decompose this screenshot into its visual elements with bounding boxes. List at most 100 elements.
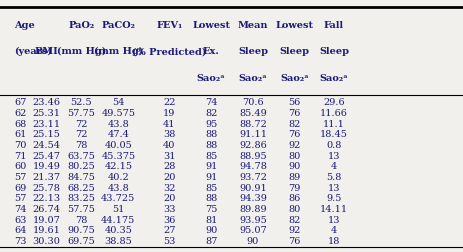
Text: 94.39: 94.39 xyxy=(238,194,266,202)
Text: 20: 20 xyxy=(163,172,175,181)
Text: 30.30: 30.30 xyxy=(32,236,60,245)
Text: 67: 67 xyxy=(14,98,26,107)
Text: 84.75: 84.75 xyxy=(67,172,95,181)
Text: 31: 31 xyxy=(163,151,175,160)
Text: 9.5: 9.5 xyxy=(325,194,341,202)
Text: PaCO₂: PaCO₂ xyxy=(101,21,135,30)
Text: 92.86: 92.86 xyxy=(238,140,266,149)
Text: (% Predicted): (% Predicted) xyxy=(132,47,206,56)
Text: 29.6: 29.6 xyxy=(323,98,344,107)
Text: 52.5: 52.5 xyxy=(70,98,92,107)
Text: 62: 62 xyxy=(14,108,26,117)
Text: 36: 36 xyxy=(163,215,175,224)
Text: 83.25: 83.25 xyxy=(67,194,95,202)
Text: 91: 91 xyxy=(205,172,217,181)
Text: (mm Hg): (mm Hg) xyxy=(94,47,143,56)
Text: 25.15: 25.15 xyxy=(32,130,60,139)
Text: 22: 22 xyxy=(163,98,175,107)
Text: 21.37: 21.37 xyxy=(32,172,60,181)
Text: 20: 20 xyxy=(163,194,175,202)
Text: 70.6: 70.6 xyxy=(242,98,263,107)
Text: 27: 27 xyxy=(163,225,175,234)
Text: 90: 90 xyxy=(205,225,217,234)
Text: Sleep: Sleep xyxy=(319,47,348,56)
Text: 94.78: 94.78 xyxy=(238,162,266,171)
Text: 76: 76 xyxy=(288,108,300,117)
Text: 4: 4 xyxy=(330,162,337,171)
Text: 68.25: 68.25 xyxy=(67,183,95,192)
Text: 26.74: 26.74 xyxy=(32,204,60,213)
Text: PaO₂: PaO₂ xyxy=(68,21,94,30)
Text: Lowest: Lowest xyxy=(192,21,230,30)
Text: 73: 73 xyxy=(14,236,26,245)
Text: 85.49: 85.49 xyxy=(238,108,266,117)
Text: FEV₁: FEV₁ xyxy=(156,21,182,30)
Text: 0.8: 0.8 xyxy=(325,140,341,149)
Text: Sao₂ᵃ: Sao₂ᵃ xyxy=(319,73,348,82)
Text: 88: 88 xyxy=(205,140,217,149)
Text: 88.95: 88.95 xyxy=(238,151,266,160)
Text: 57.75: 57.75 xyxy=(67,108,95,117)
Text: 13: 13 xyxy=(327,183,339,192)
Text: 88: 88 xyxy=(205,130,217,139)
Text: 49.575: 49.575 xyxy=(101,108,135,117)
Text: 78: 78 xyxy=(75,215,87,224)
Text: 41: 41 xyxy=(163,119,175,128)
Text: 89: 89 xyxy=(288,172,300,181)
Text: 54: 54 xyxy=(112,98,124,107)
Text: 64: 64 xyxy=(14,225,26,234)
Text: 91: 91 xyxy=(205,162,217,171)
Text: 95: 95 xyxy=(205,119,217,128)
Text: 40.05: 40.05 xyxy=(104,140,132,149)
Text: 93.72: 93.72 xyxy=(238,172,266,181)
Text: 25.78: 25.78 xyxy=(32,183,60,192)
Text: 22.13: 22.13 xyxy=(32,194,60,202)
Text: 57.75: 57.75 xyxy=(67,204,95,213)
Text: 28: 28 xyxy=(163,162,175,171)
Text: 89.89: 89.89 xyxy=(238,204,266,213)
Text: 4: 4 xyxy=(330,225,337,234)
Text: 57: 57 xyxy=(14,194,26,202)
Text: 80: 80 xyxy=(288,204,300,213)
Text: 71: 71 xyxy=(14,151,26,160)
Text: 90: 90 xyxy=(288,162,300,171)
Text: 90.75: 90.75 xyxy=(67,225,95,234)
Text: 74: 74 xyxy=(205,98,217,107)
Text: Sao₂ᵃ: Sao₂ᵃ xyxy=(196,73,225,82)
Text: 63: 63 xyxy=(14,215,26,224)
Text: 91.11: 91.11 xyxy=(238,130,266,139)
Text: 69.75: 69.75 xyxy=(67,236,95,245)
Text: 40.35: 40.35 xyxy=(104,225,132,234)
Text: 61: 61 xyxy=(14,130,26,139)
Text: 88.72: 88.72 xyxy=(238,119,266,128)
Text: 85: 85 xyxy=(205,151,217,160)
Text: 72: 72 xyxy=(75,119,87,128)
Text: 38.85: 38.85 xyxy=(104,236,132,245)
Text: 69: 69 xyxy=(14,183,26,192)
Text: 57: 57 xyxy=(14,172,26,181)
Text: (mm Hg): (mm Hg) xyxy=(56,47,106,56)
Text: 32: 32 xyxy=(163,183,175,192)
Text: 44.175: 44.175 xyxy=(101,215,135,224)
Text: 85: 85 xyxy=(205,183,217,192)
Text: 60: 60 xyxy=(14,162,26,171)
Text: 80.25: 80.25 xyxy=(67,162,95,171)
Text: 87: 87 xyxy=(205,236,217,245)
Text: 38: 38 xyxy=(163,130,175,139)
Text: 14.11: 14.11 xyxy=(319,204,347,213)
Text: Sao₂ᵃ: Sao₂ᵃ xyxy=(238,73,267,82)
Text: 13: 13 xyxy=(327,215,339,224)
Text: Sao₂ᵃ: Sao₂ᵃ xyxy=(280,73,308,82)
Text: 11.1: 11.1 xyxy=(322,119,344,128)
Text: 18: 18 xyxy=(327,236,339,245)
Text: 25.31: 25.31 xyxy=(32,108,60,117)
Text: 75: 75 xyxy=(205,204,217,213)
Text: Mean: Mean xyxy=(237,21,268,30)
Text: 95.07: 95.07 xyxy=(238,225,266,234)
Text: Fall: Fall xyxy=(323,21,344,30)
Text: 82: 82 xyxy=(288,119,300,128)
Text: 70: 70 xyxy=(14,140,26,149)
Text: Sleep: Sleep xyxy=(238,47,267,56)
Text: 13: 13 xyxy=(327,151,339,160)
Text: 63.75: 63.75 xyxy=(67,151,95,160)
